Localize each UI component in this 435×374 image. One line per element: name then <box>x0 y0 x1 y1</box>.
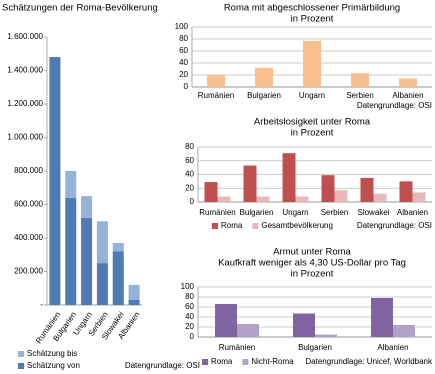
y-tick-label: 100 <box>175 22 189 31</box>
legend-label: Roma <box>221 221 243 230</box>
legend-swatch <box>242 359 249 365</box>
chart-title: Armut unter Roma <box>273 247 351 258</box>
bar <box>351 73 369 87</box>
y-tick-label: 20 <box>185 322 194 331</box>
source-note: Datengrundlage: Unicef, Worldbank <box>305 357 433 366</box>
bar <box>81 196 93 218</box>
bar <box>217 196 231 202</box>
legend-label: Schätzung von <box>27 361 80 370</box>
x-tick-label: Bulgarien <box>247 91 281 100</box>
y-tick-label: 60 <box>185 156 194 165</box>
bar <box>371 298 393 337</box>
y-tick-label: 800.000 <box>14 166 43 175</box>
bar <box>393 325 415 337</box>
source-note: Datengrundlage: OSI <box>125 361 200 370</box>
chart-subtitle: in Prozent <box>291 14 334 25</box>
x-tick-label: Albanien <box>392 91 423 100</box>
y-tick-label: 400.000 <box>14 233 43 242</box>
bar <box>255 67 273 87</box>
bar <box>128 284 140 300</box>
bar <box>204 182 218 202</box>
bar <box>256 196 270 202</box>
bar <box>81 217 93 305</box>
chart-subtitle: in Prozent <box>291 269 334 280</box>
y-tick-label: 1.600.000 <box>7 32 43 41</box>
x-tick-label: Rumänien <box>198 91 234 100</box>
x-tick-label: Serbien <box>321 208 349 217</box>
y-tick-label: 0 <box>184 82 189 91</box>
y-tick-label: 600.000 <box>14 200 43 209</box>
bar <box>65 197 77 305</box>
bar <box>128 299 140 305</box>
bar <box>334 190 348 202</box>
legend-swatch <box>18 351 24 357</box>
chart-title: Arbeitslosigkeit unter Roma <box>254 117 371 128</box>
bar <box>96 263 108 305</box>
bar <box>303 40 321 87</box>
bar <box>237 324 259 337</box>
y-tick-label: - <box>40 300 43 309</box>
bar <box>112 251 124 305</box>
y-tick-label: 40 <box>185 170 194 179</box>
x-tick-label: Bulgarien <box>240 208 274 217</box>
chart-title: Schätzungen der Roma-Bevölkerung <box>2 3 158 14</box>
y-tick-label: 1.400.000 <box>7 66 43 75</box>
y-tick-label: 1.000.000 <box>7 133 43 142</box>
y-tick-label: 200.000 <box>14 267 43 276</box>
x-tick-label: Albanien <box>397 208 428 217</box>
source-note: Datengrundlage: OSI <box>357 221 432 230</box>
legend-swatch <box>212 223 218 229</box>
bar <box>315 334 337 337</box>
legend-swatch <box>202 359 208 365</box>
bar <box>321 175 335 202</box>
legend-label: Gesamtbevölkerung <box>261 221 333 230</box>
chart-subtitle: Kaufkraft weniger als 4,30 US-Dollar pro… <box>218 258 406 269</box>
y-tick-label: 80 <box>185 292 194 301</box>
y-tick-label: 100 <box>181 282 195 291</box>
chart-subtitle: in Prozent <box>291 128 334 139</box>
y-tick-label: 60 <box>179 46 188 55</box>
chart-title: Roma mit abgeschlossener Primärbildung <box>224 3 400 14</box>
x-tick-label: Bulgarien <box>298 343 332 352</box>
x-tick-label: Rumänien <box>219 343 255 352</box>
legend-swatch <box>18 363 24 369</box>
bar <box>282 153 296 202</box>
legend-swatch <box>252 223 259 229</box>
bar <box>360 177 374 202</box>
y-tick-label: 80 <box>179 34 188 43</box>
legend-label: Roma <box>211 357 233 366</box>
y-tick-label: 60 <box>185 302 194 311</box>
bar <box>293 313 315 337</box>
bar <box>65 171 77 198</box>
bar <box>96 221 108 264</box>
bar <box>49 57 61 305</box>
x-tick-label: Albanien <box>377 343 408 352</box>
bar <box>207 75 225 87</box>
bar <box>295 196 309 202</box>
legend-label: Nicht-Roma <box>251 357 294 366</box>
x-tick-label: Ungarn <box>299 91 325 100</box>
bar <box>215 304 237 337</box>
y-tick-label: 40 <box>185 312 194 321</box>
y-tick-label: 20 <box>179 70 188 79</box>
y-tick-label: 0 <box>190 332 195 341</box>
x-tick-label: Slowakei <box>357 208 389 217</box>
bar <box>243 165 257 202</box>
x-tick-label: Serbien <box>346 91 374 100</box>
y-tick-label: 1.200.000 <box>7 99 43 108</box>
bar <box>399 78 417 87</box>
bar <box>373 193 387 202</box>
bar <box>112 243 124 252</box>
bar <box>412 192 426 202</box>
legend-label: Schätzung bis <box>27 349 77 358</box>
y-tick-label: 0 <box>190 197 195 206</box>
bar <box>399 181 413 202</box>
y-tick-label: 20 <box>185 183 194 192</box>
y-tick-label: 40 <box>179 58 188 67</box>
source-note: Datengrundlage: OSI <box>357 101 432 110</box>
x-tick-label: Ungarn <box>282 208 308 217</box>
y-tick-label: 80 <box>185 142 194 151</box>
x-tick-label: Rumänien <box>199 208 235 217</box>
